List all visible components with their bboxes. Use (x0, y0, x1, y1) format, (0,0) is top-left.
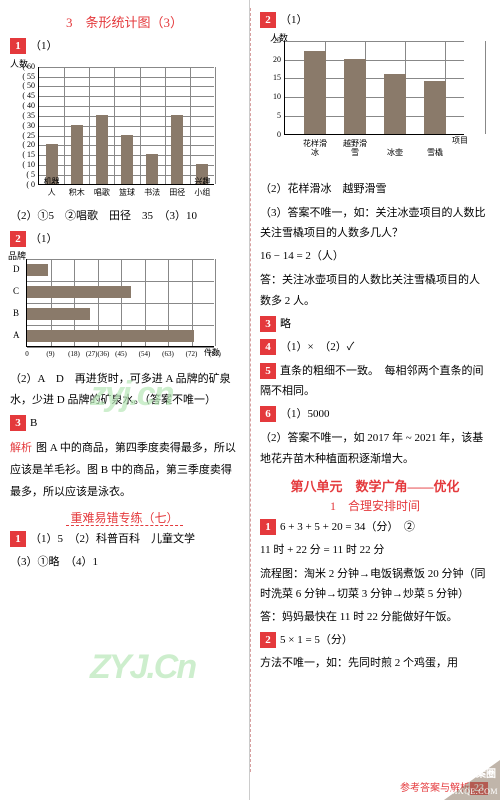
section-title-left: 3 条形统计图（3） (10, 12, 239, 31)
chart2-axes: 0(9)(18)(27)(36)(45)(54)(63)(72)(81)DCBA… (26, 259, 214, 347)
r-q2-line1: 2 （1） (260, 11, 490, 31)
q1-p2: （2）①5 ②唱歌 田径 35 （3）10 (10, 207, 239, 227)
q3-line: 3B (10, 414, 239, 434)
q1-p1: （1） (30, 40, 58, 52)
hard-title-text: 重难易错专练（七） (66, 511, 182, 526)
r-q6b: （2）答案不唯一，如 2017 年 ~ 2021 年，该基地花卉苗木种植面积逐渐… (260, 428, 490, 470)
q3-ans: B (30, 417, 37, 429)
r-q2-p1: （1） (280, 14, 308, 26)
unit8-sub: 1 合理安排时间 (260, 497, 490, 514)
chart1-wrap: 人数 ( 0( 5( 10( 15( 20( 25( 30( 35( 40( 4… (10, 61, 239, 201)
analysis-text: 图 A 中的商品，第四季度卖得最多，所以应该是羊毛衫。图 B 中的商品，第三季度… (10, 442, 236, 498)
u2-l1-text: 5 × 1 = 5（分） (280, 634, 353, 646)
q2-line1: 2 （1） (10, 230, 239, 250)
chart3-axes: 0510152025花样滑冰越野滑雪冰壶雪橇项目 (284, 41, 464, 135)
r-q2-p2: （2）花样滑冰 越野滑雪 (260, 180, 490, 200)
hard-q1b: （3）①略 （4）1 (10, 553, 239, 573)
hard-q1-text: （1）5 （2）科普百科 儿童文学 (30, 533, 195, 545)
u1-number: 1 (260, 519, 276, 535)
chart2-wrap: 品牌 0(9)(18)(27)(36)(45)(54)(63)(72)(81)D… (10, 253, 239, 363)
u1-l1: 1 6 + 3 + 5 + 20 = 34（分） ② (260, 518, 490, 538)
right-column: 2 （1） 人数 0510152025花样滑冰越野滑雪冰壶雪橇项目 （2）花样滑冰… (250, 0, 500, 800)
chart3-spacer (260, 161, 490, 177)
badge-text-2: MXQE.COM (450, 787, 498, 796)
hard-q1-number: 1 (10, 531, 26, 547)
q2-p2: （2）A D 再进货时，可多进 A 品牌的矿泉水，少进 D 品牌的矿泉水。（答案… (10, 369, 239, 411)
r-q5-text: 直条的粗细不一致。 每相邻两个直条的间隔不相同。 (260, 365, 484, 398)
analysis-line: 解析图 A 中的商品，第四季度卖得最多，所以应该是羊毛衫。图 B 中的商品，第三… (10, 437, 239, 503)
chart-3: 人数 0510152025花样滑冰越野滑雪冰壶雪橇项目 (260, 35, 470, 155)
r-q4: 4 （1）× （2）✓ (260, 338, 490, 358)
badge-text-1: 答案圈 (466, 765, 496, 780)
unit8-title: 第八单元 数学广角——优化 (260, 476, 490, 495)
r-q2-p5: 答：关注冰壶项目的人数比关注雪橇项目的人数多 2 人。 (260, 270, 490, 312)
chart-1: 人数 ( 0( 5( 10( 15( 20( 25( 30( 35( 40( 4… (10, 61, 220, 201)
analysis-label: 解析 (10, 437, 32, 459)
column-divider (250, 8, 251, 772)
corner-badge: 答案圈 MXQE.COM (440, 756, 500, 800)
r-q5-number: 5 (260, 363, 276, 379)
hard-q1: 1 （1）5 （2）科普百科 儿童文学 (10, 530, 239, 550)
r-q3-text: 略 (280, 318, 291, 330)
r-q6-text1: （1）5000 (280, 408, 330, 420)
u2-l2: 方法不唯一，如：先同时煎 2 个鸡蛋，用 (260, 654, 490, 674)
q3-number: 3 (10, 415, 26, 431)
chart2-ylabel: 品牌 (8, 249, 26, 262)
u1-l1-text: 6 + 3 + 5 + 20 = 34（分） ② (280, 521, 415, 533)
q2-p1: （1） (30, 233, 58, 245)
chart3-wrap: 人数 0510152025花样滑冰越野滑雪冰壶雪橇项目 (260, 35, 490, 155)
page: zyj.cn ZYJ.Cn 3 条形统计图（3） 1（1） 人数 ( 0( 5(… (0, 0, 500, 800)
r-q6-number: 6 (260, 406, 276, 422)
left-column: 3 条形统计图（3） 1 （1） 人数 ( 0( 5( 10( 15( 20( 2… (0, 0, 250, 800)
hard-title: 重难易错专练（七） (10, 509, 239, 526)
r-q2-number: 2 (260, 12, 276, 28)
u2-number: 2 (260, 632, 276, 648)
r-q6a: 6 （1）5000 (260, 405, 490, 425)
q2-number: 2 (10, 231, 26, 247)
r-q3: 3略 (260, 315, 490, 335)
r-q2-p4: 16 − 14 = 2（人） (260, 247, 490, 267)
r-q3-number: 3 (260, 316, 276, 332)
chart-2: 品牌 0(9)(18)(27)(36)(45)(54)(63)(72)(81)D… (10, 253, 220, 363)
chart1-axes: ( 0( 5( 10( 15( 20( 25( 30( 35( 40( 45( … (38, 67, 214, 185)
r-q2-p3: （3）答案不唯一，如：关注冰壶项目的人数比关注雪橇项目的人数多几人？ (260, 203, 490, 245)
r-q4-number: 4 (260, 339, 276, 355)
u1-l3: 流程图：淘米 2 分钟→电饭锅煮饭 20 分钟（同时洗菜 6 分钟→切菜 3 分… (260, 564, 490, 606)
r-q4-text: （1）× （2）✓ (280, 341, 354, 353)
u1-l2: 11 时 + 22 分 = 11 时 22 分 (260, 541, 490, 561)
u1-l4: 答：妈妈最快在 11 时 22 分能做好午饭。 (260, 608, 490, 628)
q1-number: 1 (10, 38, 26, 54)
r-q5: 5直条的粗细不一致。 每相邻两个直条的间隔不相同。 (260, 361, 490, 403)
u2-l1: 2 5 × 1 = 5（分） (260, 631, 490, 651)
q1-line1: 1 （1） (10, 37, 239, 57)
